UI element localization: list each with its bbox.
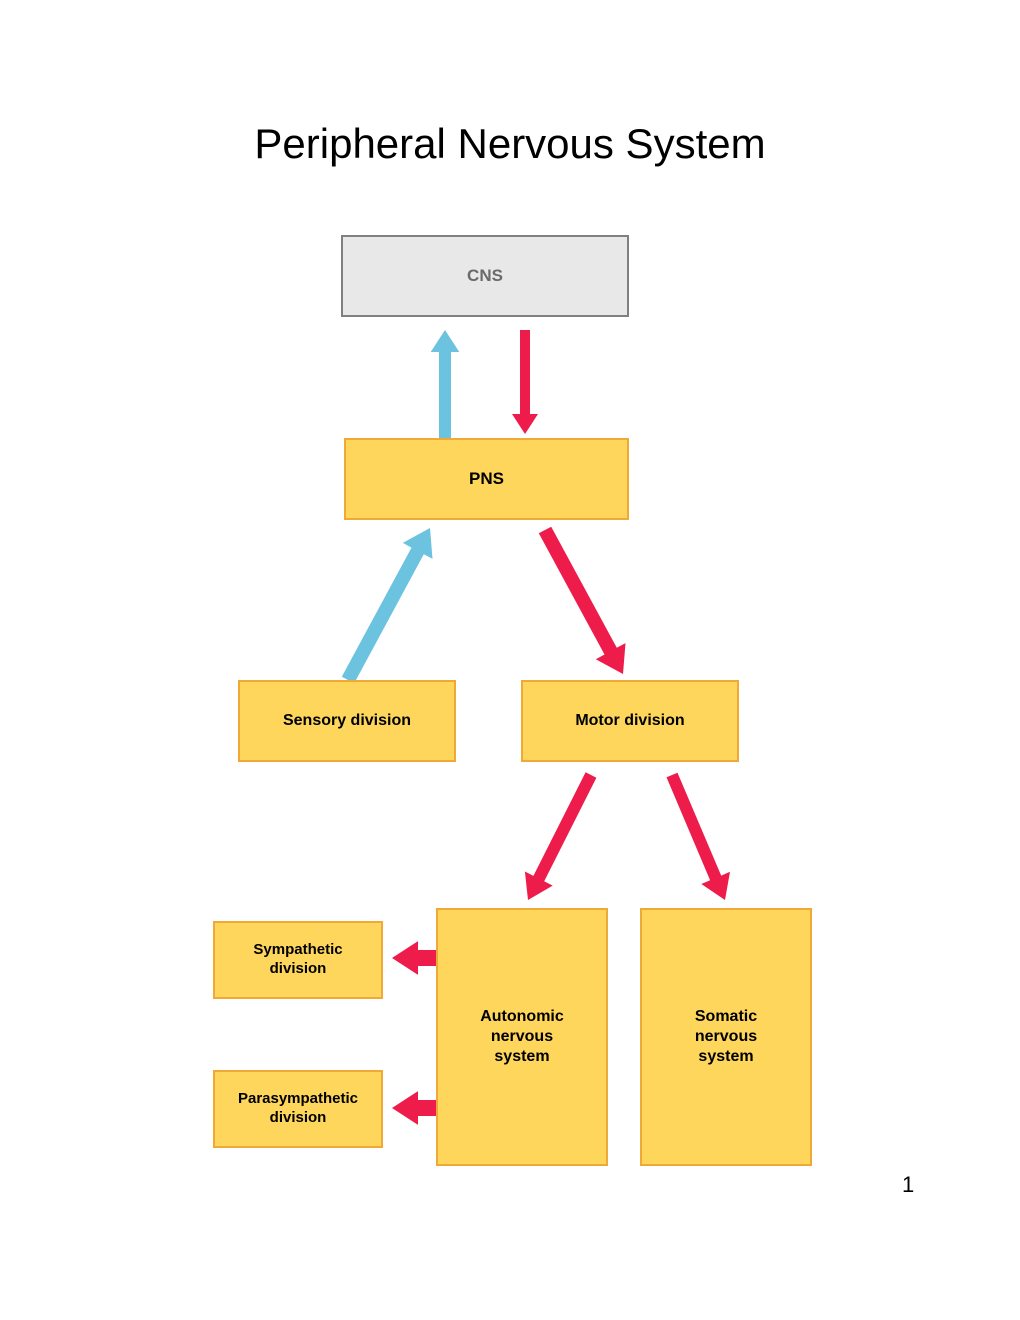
page-number: 1	[902, 1172, 914, 1198]
arrow-motor-to-somatic	[667, 773, 731, 900]
node-motor: Motor division	[521, 680, 739, 762]
arrow-motor-to-auto	[525, 772, 597, 900]
node-somatic: Somatic nervous system	[640, 908, 812, 1166]
arrow-pns-to-cns	[431, 330, 460, 438]
page: Peripheral Nervous System CNSPNSSensory …	[0, 0, 1020, 1320]
node-cns: CNS	[341, 235, 629, 317]
arrow-sensory-to-pns	[342, 528, 433, 683]
arrow-auto-to-parasymp	[392, 1091, 436, 1125]
node-autonomic: Autonomic nervous system	[436, 908, 608, 1166]
arrow-pns-to-motor	[539, 527, 626, 674]
arrow-auto-to-symp	[392, 941, 436, 975]
node-parasymp: Parasympathetic division	[213, 1070, 383, 1148]
node-sensory: Sensory division	[238, 680, 456, 762]
node-pns: PNS	[344, 438, 629, 520]
node-sympathetic: Sympathetic division	[213, 921, 383, 999]
arrow-cns-to-pns	[512, 330, 538, 434]
